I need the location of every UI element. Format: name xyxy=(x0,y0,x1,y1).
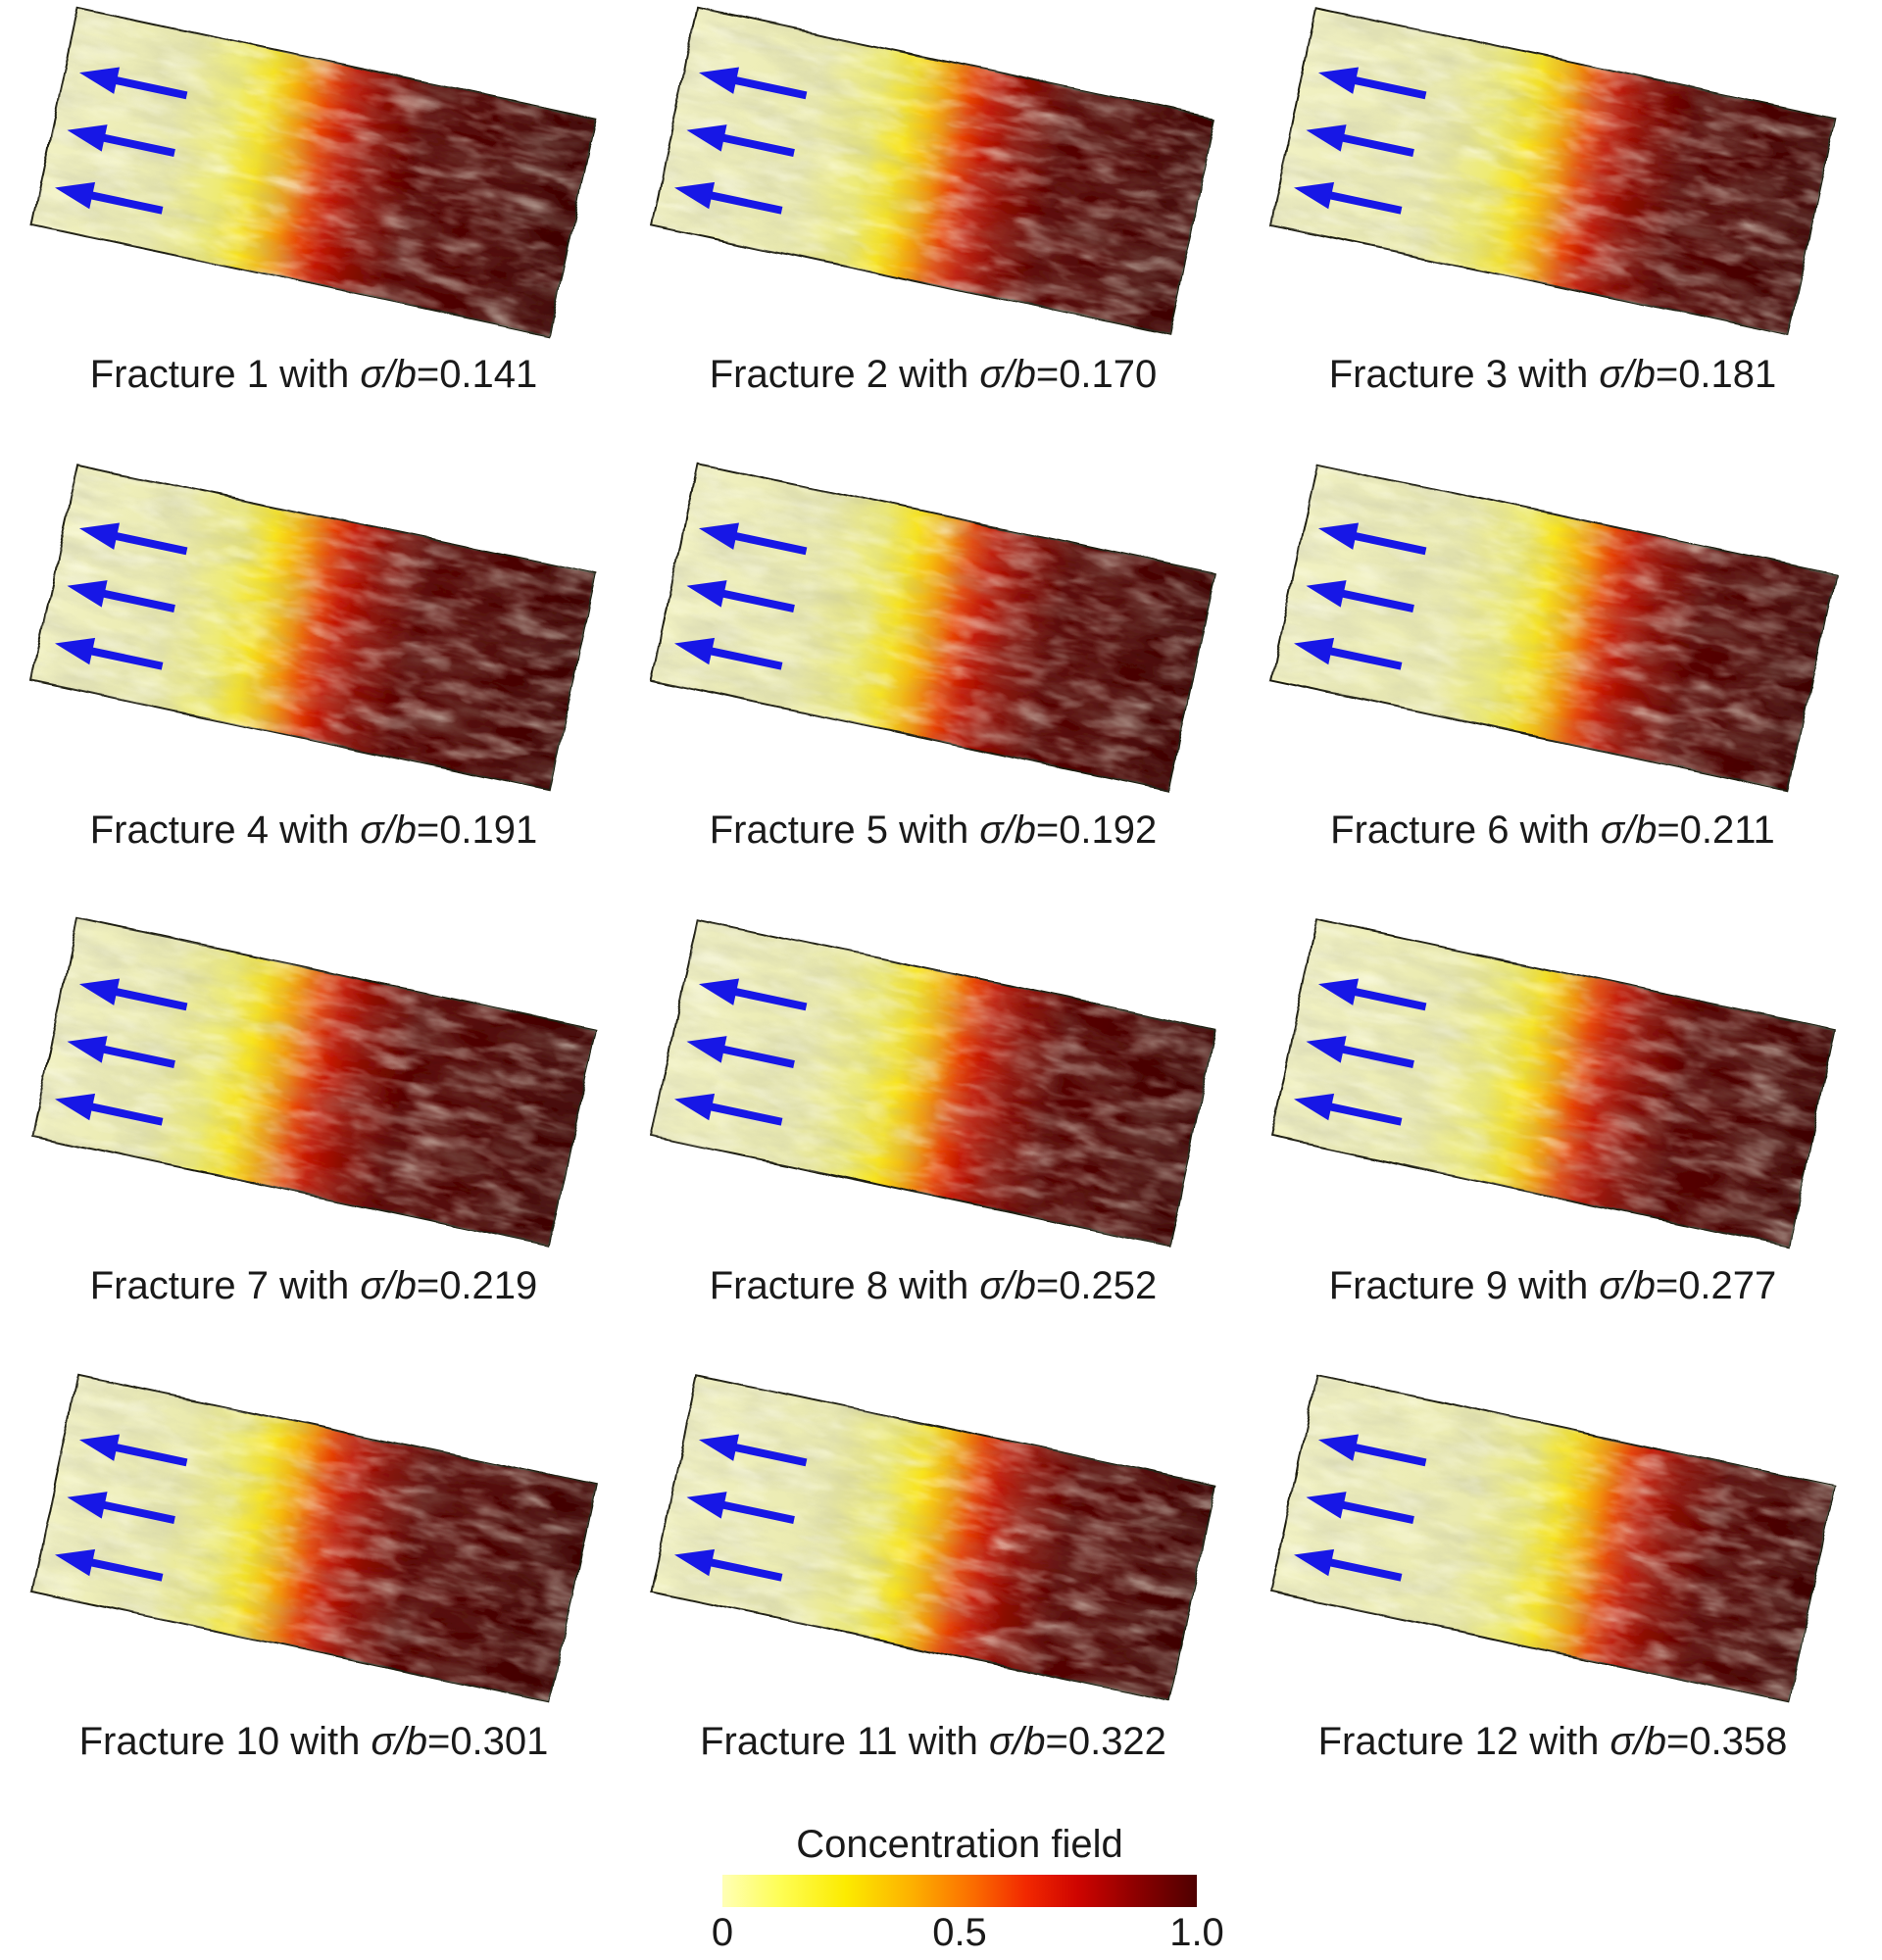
caption-value: =0.277 xyxy=(1655,1264,1777,1307)
colorbar-legend: Concentration field 0 0.5 1.0 xyxy=(712,1823,1224,1960)
caption-value: =0.181 xyxy=(1655,353,1777,396)
fracture-surface-3 xyxy=(1248,0,1857,349)
fracture-surface-5 xyxy=(628,456,1238,805)
fracture-surface-4 xyxy=(9,456,619,805)
panel-caption-9: Fracture 9 with σ/b=0.277 xyxy=(1329,1264,1777,1307)
colorbar-title: Concentration field xyxy=(796,1823,1123,1866)
caption-prefix: Fracture 3 with xyxy=(1328,353,1600,396)
fracture-panel-3: Fracture 3 with σ/b=0.181 xyxy=(1243,0,1862,456)
caption-prefix: Fracture 7 with xyxy=(89,1264,361,1307)
sigma-over-b-symbol: σ/b xyxy=(371,1720,427,1763)
sigma-over-b-symbol: σ/b xyxy=(1599,1264,1656,1307)
caption-value: =0.191 xyxy=(416,808,538,852)
caption-value: =0.301 xyxy=(426,1720,549,1763)
panel-caption-4: Fracture 4 with σ/b=0.191 xyxy=(90,808,538,852)
sigma-over-b-symbol: σ/b xyxy=(360,808,417,852)
colorbar-ticks: 0 0.5 1.0 xyxy=(712,1911,1224,1960)
caption-prefix: Fracture 4 with xyxy=(89,808,361,852)
panel-caption-5: Fracture 5 with σ/b=0.192 xyxy=(710,808,1158,852)
fracture-panel-6: Fracture 6 with σ/b=0.211 xyxy=(1243,456,1862,911)
colorbar-tick-0-5: 0.5 xyxy=(932,1911,987,1954)
sigma-over-b-symbol: σ/b xyxy=(979,353,1036,396)
fracture-panel-11: Fracture 11 with σ/b=0.322 xyxy=(623,1367,1243,1823)
panel-caption-11: Fracture 11 with σ/b=0.322 xyxy=(700,1720,1166,1763)
caption-prefix: Fracture 6 with xyxy=(1330,808,1601,852)
caption-prefix: Fracture 1 with xyxy=(89,353,361,396)
fracture-surface-10 xyxy=(9,1367,619,1716)
sigma-over-b-symbol: σ/b xyxy=(360,353,417,396)
panel-caption-1: Fracture 1 with σ/b=0.141 xyxy=(90,353,538,396)
sigma-over-b-symbol: σ/b xyxy=(1599,353,1656,396)
panel-caption-3: Fracture 3 with σ/b=0.181 xyxy=(1329,353,1777,396)
fracture-surface-11 xyxy=(628,1367,1238,1716)
fracture-panel-12: Fracture 12 with σ/b=0.358 xyxy=(1243,1367,1862,1823)
caption-value: =0.219 xyxy=(416,1264,538,1307)
fracture-surface-12 xyxy=(1248,1367,1857,1716)
caption-prefix: Fracture 8 with xyxy=(709,1264,980,1307)
fracture-surface-2 xyxy=(628,0,1238,349)
fracture-panel-10: Fracture 10 with σ/b=0.301 xyxy=(4,1367,623,1823)
fracture-surface-7 xyxy=(9,911,619,1260)
fracture-panel-7: Fracture 7 with σ/b=0.219 xyxy=(4,911,623,1367)
fracture-panel-5: Fracture 5 with σ/b=0.192 xyxy=(623,456,1243,911)
caption-value: =0.322 xyxy=(1045,1720,1166,1763)
fracture-panel-2: Fracture 2 with σ/b=0.170 xyxy=(623,0,1243,456)
fracture-panel-4: Fracture 4 with σ/b=0.191 xyxy=(4,456,623,911)
fracture-surface-6 xyxy=(1248,456,1857,805)
fracture-panel-8: Fracture 8 with σ/b=0.252 xyxy=(623,911,1243,1367)
caption-value: =0.358 xyxy=(1665,1720,1788,1763)
sigma-over-b-symbol: σ/b xyxy=(988,1720,1046,1763)
fracture-surface-9 xyxy=(1248,911,1857,1260)
caption-value: =0.252 xyxy=(1035,1264,1158,1307)
caption-prefix: Fracture 10 with xyxy=(78,1720,371,1763)
panel-caption-2: Fracture 2 with σ/b=0.170 xyxy=(710,353,1158,396)
fracture-panel-1: Fracture 1 with σ/b=0.141 xyxy=(4,0,623,456)
caption-prefix: Fracture 12 with xyxy=(1317,1720,1610,1763)
fracture-surface-8 xyxy=(628,911,1238,1260)
panel-caption-10: Fracture 10 with σ/b=0.301 xyxy=(79,1720,549,1763)
caption-prefix: Fracture 9 with xyxy=(1328,1264,1600,1307)
caption-prefix: Fracture 2 with xyxy=(709,353,980,396)
colorbar-tick-1-0: 1.0 xyxy=(1169,1911,1224,1954)
sigma-over-b-symbol: σ/b xyxy=(1600,808,1658,852)
fracture-surface-1 xyxy=(9,0,619,349)
sigma-over-b-symbol: σ/b xyxy=(979,808,1036,852)
caption-value: =0.170 xyxy=(1035,353,1158,396)
caption-value: =0.192 xyxy=(1035,808,1158,852)
caption-prefix: Fracture 5 with xyxy=(709,808,980,852)
panel-caption-7: Fracture 7 with σ/b=0.219 xyxy=(90,1264,538,1307)
panel-caption-12: Fracture 12 with σ/b=0.358 xyxy=(1318,1720,1788,1763)
sigma-over-b-symbol: σ/b xyxy=(979,1264,1036,1307)
sigma-over-b-symbol: σ/b xyxy=(1610,1720,1666,1763)
colorbar-tick-0: 0 xyxy=(711,1911,734,1954)
panel-caption-8: Fracture 8 with σ/b=0.252 xyxy=(710,1264,1158,1307)
caption-value: =0.141 xyxy=(416,353,538,396)
panel-grid: Fracture 1 with σ/b=0.141 Fra xyxy=(4,0,1862,1823)
caption-value: =0.211 xyxy=(1657,808,1775,852)
panel-caption-6: Fracture 6 with σ/b=0.211 xyxy=(1330,808,1775,852)
colorbar-gradient xyxy=(722,1875,1197,1907)
sigma-over-b-symbol: σ/b xyxy=(360,1264,417,1307)
fracture-panel-9: Fracture 9 with σ/b=0.277 xyxy=(1243,911,1862,1367)
caption-prefix: Fracture 11 with xyxy=(700,1720,989,1763)
